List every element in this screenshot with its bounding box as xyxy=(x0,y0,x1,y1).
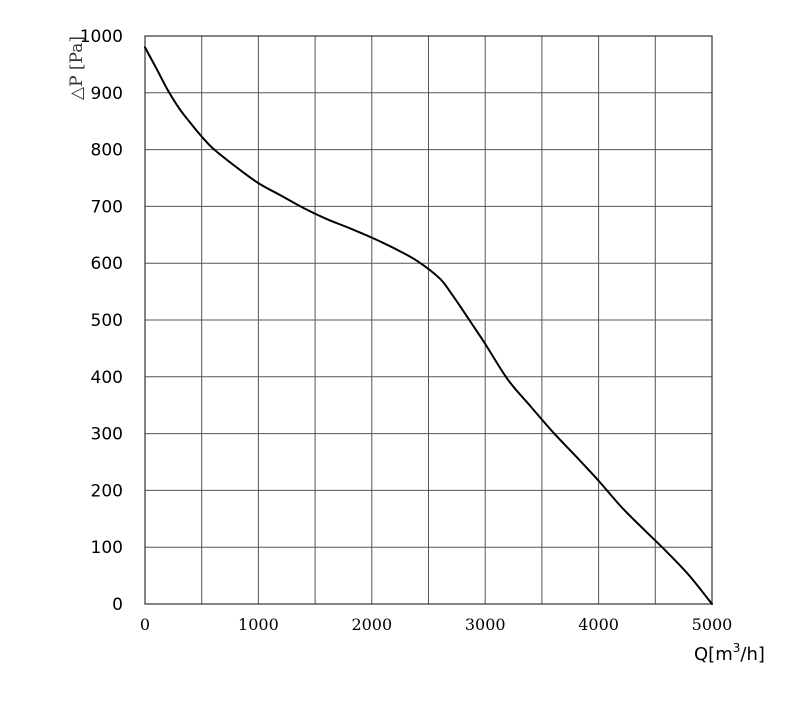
y-axis-label: △P [Pa] xyxy=(67,36,87,100)
y-tick-label-100: 100 xyxy=(91,538,123,558)
x-axis-label: Q[m3/h] xyxy=(694,641,765,665)
x-axis-label-superscript: 3 xyxy=(733,641,741,655)
y-tick-label-500: 500 xyxy=(91,311,123,331)
x-tick-label-0: 0 xyxy=(140,615,150,634)
grid xyxy=(144,35,713,605)
y-tick-label-1000: 1000 xyxy=(80,27,123,47)
y-tick-label-200: 200 xyxy=(91,481,123,501)
axes xyxy=(144,35,713,605)
x-tick-label-2000: 2000 xyxy=(351,615,392,634)
series-line-0 xyxy=(144,46,713,605)
x-axis-label-tail: /h] xyxy=(740,644,765,665)
y-tick-label-800: 800 xyxy=(91,141,123,161)
x-tick-label-4000: 4000 xyxy=(578,615,619,634)
x-axis-label-main: Q[m xyxy=(694,644,733,665)
y-tick-label-400: 400 xyxy=(91,368,123,388)
x-tick-label-1000: 1000 xyxy=(238,615,279,634)
plot-frame xyxy=(144,35,713,605)
y-tick-label-0: 0 xyxy=(112,595,123,615)
tick-labels: 0 100 200 300 400 500 600 700 800 900 1000 0 1000 200… xyxy=(80,27,733,634)
series-layer xyxy=(144,46,713,605)
y-tick-label-300: 300 xyxy=(91,425,123,445)
y-tick-label-600: 600 xyxy=(91,254,123,274)
y-tick-label-700: 700 xyxy=(91,197,123,217)
x-tick-label-5000: 5000 xyxy=(692,615,733,634)
y-tick-label-900: 900 xyxy=(91,84,123,104)
x-tick-label-3000: 3000 xyxy=(465,615,506,634)
